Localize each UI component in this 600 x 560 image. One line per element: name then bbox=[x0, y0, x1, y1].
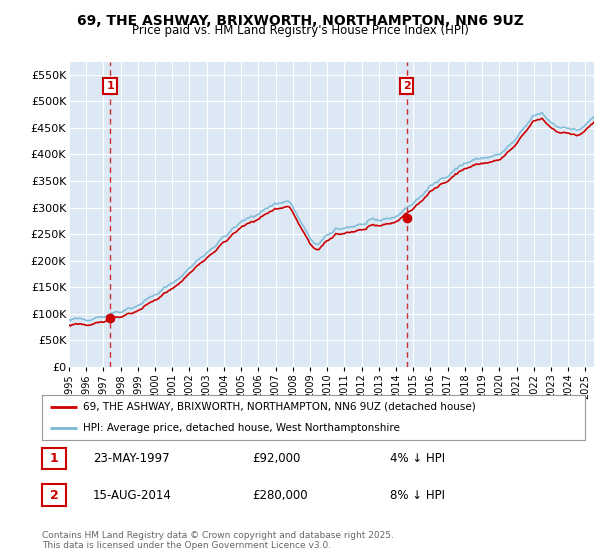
Text: Price paid vs. HM Land Registry's House Price Index (HPI): Price paid vs. HM Land Registry's House … bbox=[131, 24, 469, 37]
Text: HPI: Average price, detached house, West Northamptonshire: HPI: Average price, detached house, West… bbox=[83, 423, 400, 433]
Text: 15-AUG-2014: 15-AUG-2014 bbox=[93, 488, 172, 502]
Text: 8% ↓ HPI: 8% ↓ HPI bbox=[390, 488, 445, 502]
Text: 69, THE ASHWAY, BRIXWORTH, NORTHAMPTON, NN6 9UZ: 69, THE ASHWAY, BRIXWORTH, NORTHAMPTON, … bbox=[77, 14, 523, 28]
Text: Contains HM Land Registry data © Crown copyright and database right 2025.
This d: Contains HM Land Registry data © Crown c… bbox=[42, 531, 394, 550]
Text: 1: 1 bbox=[106, 81, 114, 91]
Text: 1: 1 bbox=[50, 452, 58, 465]
Text: 2: 2 bbox=[50, 488, 58, 502]
Text: 69, THE ASHWAY, BRIXWORTH, NORTHAMPTON, NN6 9UZ (detached house): 69, THE ASHWAY, BRIXWORTH, NORTHAMPTON, … bbox=[83, 402, 475, 412]
Text: 4% ↓ HPI: 4% ↓ HPI bbox=[390, 452, 445, 465]
Text: £92,000: £92,000 bbox=[252, 452, 301, 465]
Text: 2: 2 bbox=[403, 81, 410, 91]
Text: 23-MAY-1997: 23-MAY-1997 bbox=[93, 452, 170, 465]
Text: £280,000: £280,000 bbox=[252, 488, 308, 502]
